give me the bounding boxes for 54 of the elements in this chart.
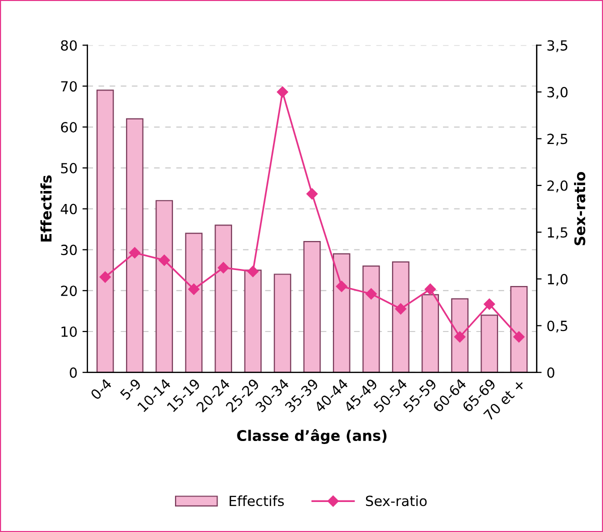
y-tick-label: 10 xyxy=(62,326,77,337)
bar xyxy=(214,224,232,372)
y2-axis-title: Sex-ratio xyxy=(574,172,586,246)
point xyxy=(424,284,436,295)
point xyxy=(158,254,170,266)
point xyxy=(188,284,200,295)
bar xyxy=(510,286,528,372)
point xyxy=(366,288,377,300)
y2-tick-label: 3,0 xyxy=(547,86,568,99)
bar xyxy=(96,90,114,372)
point xyxy=(395,303,406,314)
point xyxy=(454,331,466,342)
legend-label: Sex-ratio xyxy=(366,495,427,506)
point xyxy=(100,271,111,283)
x-tick-label: 0-4 xyxy=(90,378,112,400)
y-tick-label: 0 xyxy=(70,367,77,378)
x-tick-label: 5-9 xyxy=(120,378,142,400)
y-axis-title: Effectifs xyxy=(40,175,52,242)
y-tick-label: 30 xyxy=(61,244,77,256)
legend-label: Effectifs xyxy=(230,495,284,506)
point xyxy=(247,266,259,278)
bar xyxy=(126,118,144,372)
y-tick-label: 80 xyxy=(60,40,77,51)
y-tick-label: 40 xyxy=(60,204,77,214)
point xyxy=(513,331,525,342)
y-tick-label: 20 xyxy=(61,286,77,296)
y2-tick-label: 3,5 xyxy=(547,40,568,52)
bar xyxy=(185,232,203,372)
y2-tick-label: 0,5 xyxy=(547,320,568,333)
point xyxy=(306,188,318,200)
point xyxy=(336,280,348,292)
y2-tick-label: 1,5 xyxy=(548,227,568,240)
point xyxy=(218,262,229,274)
point xyxy=(276,86,288,98)
x-axis-title: Classe d’âge (ans) xyxy=(237,429,386,444)
bar xyxy=(480,314,498,372)
bar xyxy=(156,200,173,372)
bar xyxy=(303,240,321,372)
bar xyxy=(332,253,350,372)
bar xyxy=(362,266,380,372)
bar xyxy=(392,261,410,372)
y2-tick-label: 1,0 xyxy=(548,274,568,286)
y2-tick-label: 2,5 xyxy=(547,134,568,146)
y-tick-label: 60 xyxy=(61,122,77,132)
point xyxy=(129,247,140,258)
y-tick-label: 70 xyxy=(61,81,77,92)
point xyxy=(484,298,495,310)
y2-tick-label: 0 xyxy=(547,367,554,378)
bar xyxy=(244,270,262,372)
y-tick-label: 50 xyxy=(61,162,77,174)
bar xyxy=(451,298,469,372)
bar xyxy=(422,294,439,372)
y2-tick-label: 2,0 xyxy=(547,180,568,192)
bar xyxy=(274,274,292,372)
